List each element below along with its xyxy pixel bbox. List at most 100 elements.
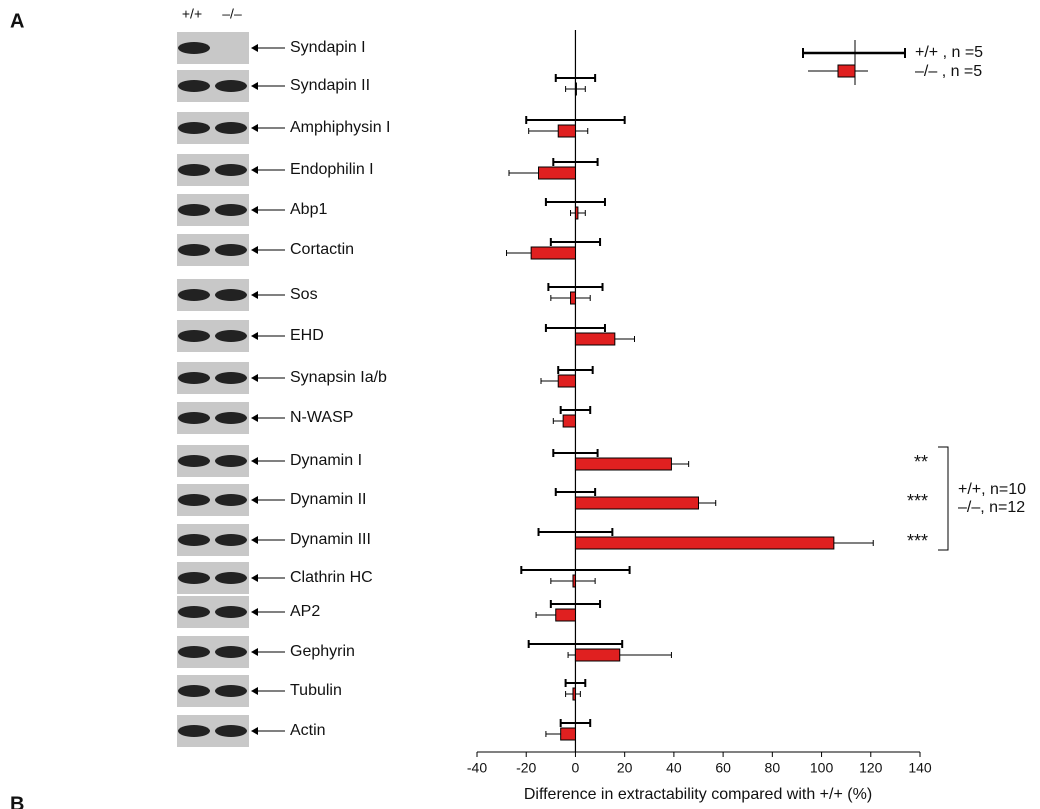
category-label: Dynamin III [290,531,371,548]
axis-title: Difference in extractability compared wi… [524,786,872,803]
x-tick-label: 140 [908,760,932,776]
bracket-label: –/–, n=12 [958,499,1025,516]
x-tick-label: 60 [715,760,731,776]
arrow-head [251,246,258,254]
blot-band [215,289,247,301]
blot-band [178,204,210,216]
bar [575,497,698,509]
category-label: EHD [290,327,324,344]
blot-band [178,42,210,54]
category-label: Syndapin II [290,77,370,94]
blot-band [215,685,247,697]
x-tick-label: 100 [810,760,834,776]
bar [573,575,575,587]
arrow-head [251,648,258,656]
legend-swatch [838,65,855,77]
x-tick-label: 40 [666,760,682,776]
bar [539,167,576,179]
bracket [938,447,948,550]
bar [575,333,614,345]
bar [573,688,575,700]
category-label: Synapsin Ia/b [290,369,387,386]
blot-band [215,122,247,134]
bar [563,415,575,427]
blot-band [178,455,210,467]
category-label: Tubulin [290,682,342,699]
blot-band [178,412,210,424]
blot-band [178,646,210,658]
bracket-label: +/+, n=10 [958,481,1026,498]
x-tick-label: 80 [765,760,781,776]
arrow-head [251,291,258,299]
panel-label: B [10,793,24,809]
bar [531,247,575,259]
category-label: Syndapin I [290,39,366,56]
bar [575,537,833,549]
blot-band [178,80,210,92]
blot-band [215,412,247,424]
panel-label: A [10,10,24,32]
category-label: Actin [290,722,326,739]
arrow-head [251,44,258,52]
x-tick-label: -40 [467,760,487,776]
arrow-head [251,496,258,504]
x-tick-label: -20 [516,760,536,776]
blot-band [178,372,210,384]
bar [561,728,576,740]
x-tick-label: 20 [617,760,633,776]
arrow-head [251,574,258,582]
blot-band [215,330,247,342]
bar [575,458,671,470]
category-label: Amphiphysin I [290,119,391,136]
category-label: Endophilin I [290,161,374,178]
category-label: AP2 [290,603,320,620]
blot-band [215,80,247,92]
significance-label: *** [907,491,928,511]
significance-label: ** [914,452,928,472]
blot-band [178,606,210,618]
blot-band [178,494,210,506]
blot-band [215,572,247,584]
blot-band [178,725,210,737]
category-label: Dynamin I [290,452,362,469]
blot-band [215,164,247,176]
x-tick-label: 0 [572,760,580,776]
blot-band [178,244,210,256]
blot-band [178,572,210,584]
blot-band [178,534,210,546]
blot-band [215,244,247,256]
bar [575,83,576,95]
arrow-head [251,727,258,735]
blot-band [215,204,247,216]
arrow-head [251,124,258,132]
significance-label: *** [907,531,928,551]
arrow-head [251,608,258,616]
bar [575,649,619,661]
blot-band [215,372,247,384]
legend-label: +/+ , n =5 [915,44,983,61]
bar [575,207,577,219]
arrow-head [251,206,258,214]
blot-band [215,646,247,658]
blot-band [215,494,247,506]
blot-band [178,685,210,697]
category-label: Gephyrin [290,643,355,660]
arrow-head [251,332,258,340]
blot-band [178,330,210,342]
category-label: Dynamin II [290,491,366,508]
blot-band [178,164,210,176]
arrow-head [251,457,258,465]
blot-band [215,534,247,546]
genotype-header: +/+ [182,6,202,22]
bar [556,609,576,621]
arrow-head [251,687,258,695]
bar [571,292,576,304]
blot-band [178,122,210,134]
blot-band [215,725,247,737]
legend-label: –/– , n =5 [915,63,982,80]
category-label: Cortactin [290,241,354,258]
category-label: Abp1 [290,201,327,218]
blot-band [215,606,247,618]
arrow-head [251,536,258,544]
blot-band [178,289,210,301]
